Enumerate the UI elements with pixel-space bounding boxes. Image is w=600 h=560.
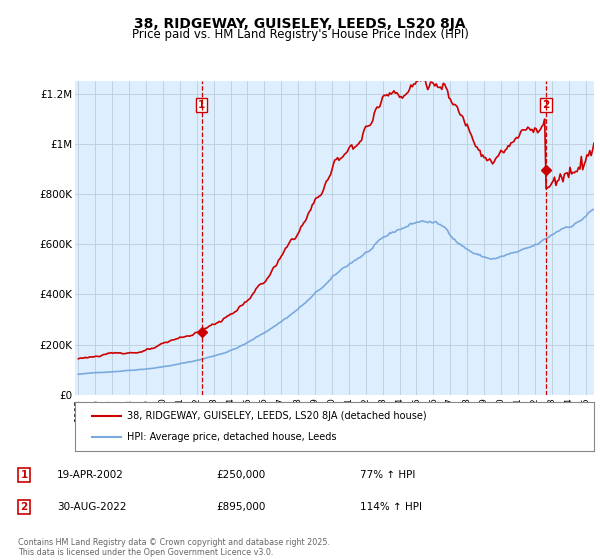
Text: 77% ↑ HPI: 77% ↑ HPI xyxy=(360,470,415,480)
Text: 2: 2 xyxy=(20,502,28,512)
Text: 114% ↑ HPI: 114% ↑ HPI xyxy=(360,502,422,512)
Text: £250,000: £250,000 xyxy=(216,470,265,480)
Text: 2: 2 xyxy=(542,100,550,110)
Text: 1: 1 xyxy=(198,100,205,110)
Text: 38, RIDGEWAY, GUISELEY, LEEDS, LS20 8JA: 38, RIDGEWAY, GUISELEY, LEEDS, LS20 8JA xyxy=(134,17,466,31)
Text: 38, RIDGEWAY, GUISELEY, LEEDS, LS20 8JA (detached house): 38, RIDGEWAY, GUISELEY, LEEDS, LS20 8JA … xyxy=(127,411,427,421)
Text: Contains HM Land Registry data © Crown copyright and database right 2025.
This d: Contains HM Land Registry data © Crown c… xyxy=(18,538,330,557)
Text: 19-APR-2002: 19-APR-2002 xyxy=(57,470,124,480)
Text: £895,000: £895,000 xyxy=(216,502,265,512)
Text: HPI: Average price, detached house, Leeds: HPI: Average price, detached house, Leed… xyxy=(127,432,337,442)
Text: 30-AUG-2022: 30-AUG-2022 xyxy=(57,502,127,512)
Text: Price paid vs. HM Land Registry's House Price Index (HPI): Price paid vs. HM Land Registry's House … xyxy=(131,28,469,41)
Text: 1: 1 xyxy=(20,470,28,480)
